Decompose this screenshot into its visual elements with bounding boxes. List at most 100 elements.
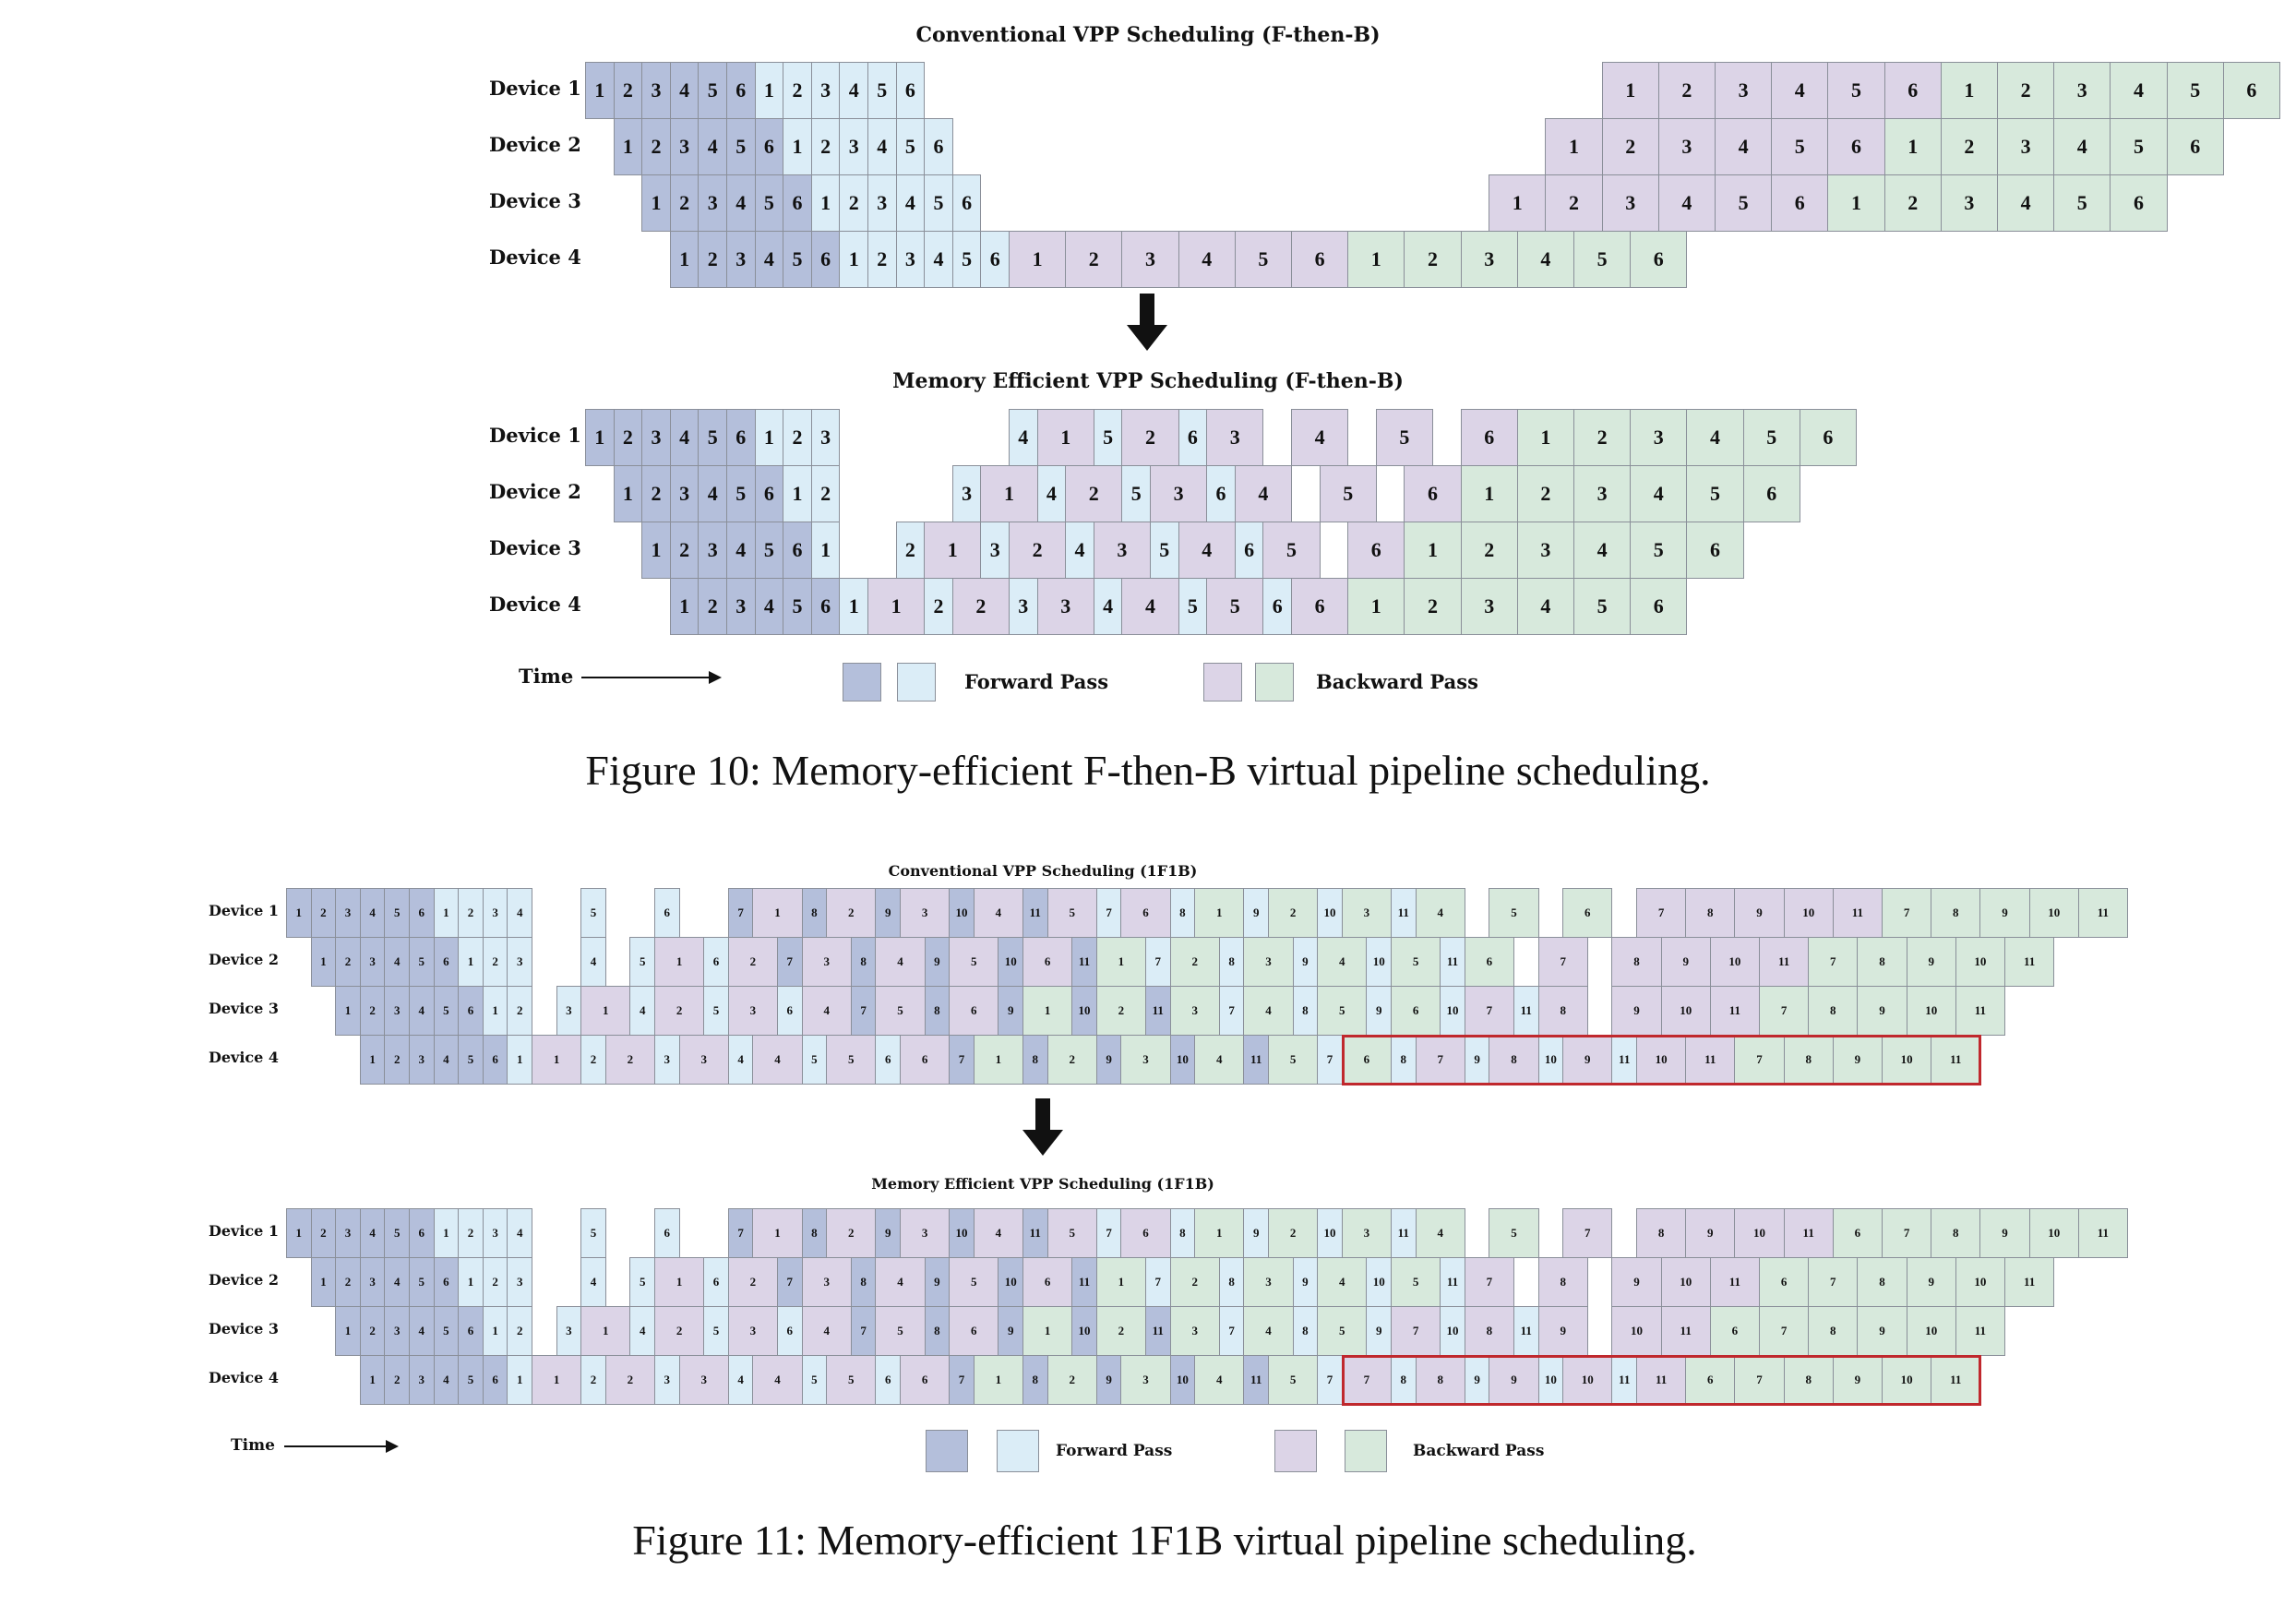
schedule-cell: 9: [1366, 1306, 1392, 1356]
schedule-cell: 3: [1940, 174, 1998, 232]
schedule-cell: 2: [1065, 465, 1123, 522]
schedule-cell: 3: [359, 1257, 386, 1307]
schedule-cell: 3: [678, 1355, 729, 1405]
schedule-cell: 6: [895, 62, 926, 119]
schedule-cell: 5: [801, 1355, 828, 1405]
schedule-cell: 2: [1573, 409, 1632, 466]
schedule-cell: 6: [1464, 937, 1514, 987]
schedule-cell: 6: [482, 1355, 508, 1405]
schedule-cell: 2: [1545, 174, 1603, 232]
schedule-cell: 8: [1931, 888, 1981, 938]
schedule-cell: 1: [1460, 465, 1518, 522]
fig11-conventional-title: Conventional VPP Scheduling (1F1B): [888, 862, 1198, 880]
schedule-cell: 8: [1391, 1035, 1417, 1085]
schedule-cell: 9: [1734, 888, 1785, 938]
schedule-cell: 4: [1178, 231, 1236, 288]
schedule-cell: 5: [1317, 986, 1368, 1036]
schedule-cell: 7: [1759, 986, 1810, 1036]
schedule-cell: 2: [641, 465, 671, 522]
schedule-cell: 2: [810, 118, 841, 175]
schedule-cell: 4: [1065, 522, 1094, 579]
schedule-cell: 10: [1734, 1208, 1785, 1258]
schedule-cell: 5: [1150, 522, 1179, 579]
fig10-backward-label: Backward Pass: [1316, 670, 1478, 694]
schedule-cell: 6: [433, 1257, 460, 1307]
schedule-cell: 6: [2166, 118, 2224, 175]
schedule-cell: 3: [654, 1355, 680, 1405]
schedule-cell: 4: [409, 1306, 435, 1356]
schedule-cell: 2: [1095, 986, 1146, 1036]
time-arrow-icon: [386, 1440, 399, 1453]
schedule-cell: 11: [1709, 986, 1760, 1036]
device-label: Device 4: [209, 1049, 280, 1067]
schedule-cell: 5: [1827, 62, 1885, 119]
fig10-forward-label: Forward Pass: [964, 670, 1109, 694]
schedule-cell: 10: [1071, 1306, 1097, 1356]
schedule-cell: 6: [754, 118, 784, 175]
schedule-cell: 6: [1759, 1257, 1810, 1307]
schedule-cell: 5: [629, 1257, 655, 1307]
schedule-cell: 8: [801, 888, 828, 938]
schedule-cell: 6: [409, 888, 435, 938]
backward-swatch-green: [1345, 1430, 1387, 1472]
schedule-cell: 4: [727, 1035, 754, 1085]
schedule-cell: 9: [924, 1257, 951, 1307]
schedule-cell: 11: [1709, 1257, 1760, 1307]
schedule-cell: 4: [359, 888, 386, 938]
schedule-cell: 2: [335, 937, 361, 987]
schedule-cell: 6: [654, 1208, 680, 1258]
schedule-cell: 6: [777, 986, 803, 1036]
schedule-cell: 10: [1317, 888, 1343, 938]
schedule-cell: 6: [980, 231, 1010, 288]
schedule-cell: 11: [1955, 1306, 2005, 1356]
schedule-cell: 5: [801, 1035, 828, 1085]
schedule-cell: 5: [384, 888, 410, 938]
schedule-cell: 6: [703, 1257, 729, 1307]
backward-swatch-purple: [1203, 663, 1242, 702]
schedule-cell: 5: [409, 937, 435, 987]
schedule-cell: 6: [1771, 174, 1829, 232]
schedule-cell: 11: [1243, 1035, 1269, 1085]
schedule-cell: 3: [1243, 937, 1294, 987]
schedule-cell: 2: [1268, 1208, 1319, 1258]
schedule-cell: 1: [1883, 118, 1942, 175]
schedule-cell: 4: [1093, 578, 1123, 635]
schedule-cell: 4: [669, 409, 700, 466]
schedule-cell: 1: [973, 1035, 1023, 1085]
schedule-cell: 6: [924, 118, 953, 175]
schedule-cell: 11: [1145, 1306, 1171, 1356]
schedule-cell: 4: [1771, 62, 1829, 119]
schedule-cell: 7: [1636, 888, 1687, 938]
schedule-cell: 3: [1093, 522, 1151, 579]
schedule-cell: 3: [1036, 578, 1094, 635]
schedule-cell: 4: [1243, 986, 1294, 1036]
schedule-cell: 3: [669, 118, 700, 175]
schedule-cell: 5: [409, 1257, 435, 1307]
schedule-cell: 3: [900, 1208, 951, 1258]
schedule-cell: 2: [458, 1208, 484, 1258]
schedule-cell: 5: [1573, 231, 1632, 288]
schedule-cell: 2: [604, 1035, 655, 1085]
schedule-cell: 3: [654, 1035, 680, 1085]
schedule-cell: 2: [1601, 118, 1659, 175]
schedule-cell: 1: [458, 937, 484, 987]
schedule-cell: 8: [850, 1257, 877, 1307]
schedule-cell: 3: [726, 578, 756, 635]
schedule-cell: 2: [482, 1257, 508, 1307]
schedule-cell: 1: [1194, 888, 1245, 938]
schedule-cell: 5: [703, 1306, 729, 1356]
schedule-cell: 6: [1827, 118, 1885, 175]
schedule-cell: 10: [1955, 937, 2005, 987]
schedule-cell: 3: [839, 118, 868, 175]
schedule-cell: 2: [335, 1257, 361, 1307]
forward-swatch-light: [897, 663, 936, 702]
schedule-cell: 4: [580, 937, 606, 987]
schedule-cell: 2: [310, 888, 337, 938]
schedule-cell: 8: [1292, 986, 1319, 1036]
schedule-cell: 10: [2028, 1208, 2079, 1258]
schedule-cell: 11: [1931, 1035, 1981, 1085]
schedule-cell: 3: [867, 174, 897, 232]
down-arrow-icon: [1127, 294, 1167, 355]
schedule-cell: 8: [924, 986, 951, 1036]
schedule-cell: 4: [2053, 118, 2111, 175]
